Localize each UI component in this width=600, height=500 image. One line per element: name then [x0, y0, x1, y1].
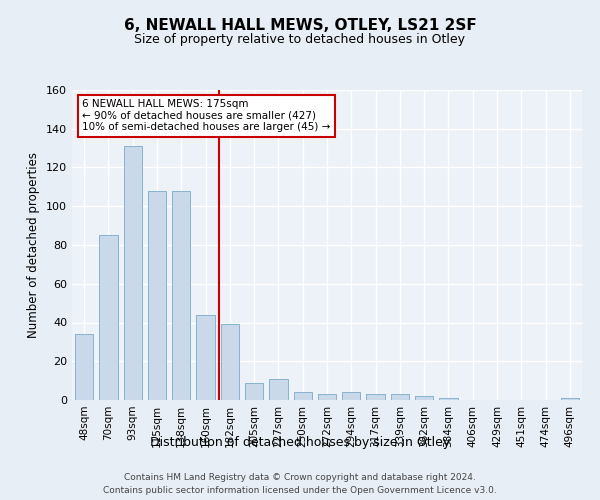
Bar: [293, 392, 312, 400]
Text: 6 NEWALL HALL MEWS: 175sqm
← 90% of detached houses are smaller (427)
10% of sem: 6 NEWALL HALL MEWS: 175sqm ← 90% of deta…: [82, 100, 331, 132]
Text: Distribution of detached houses by size in Otley: Distribution of detached houses by size …: [150, 436, 450, 449]
Bar: [391, 394, 409, 400]
Bar: [75, 334, 93, 400]
Bar: [221, 324, 239, 400]
Text: Contains HM Land Registry data © Crown copyright and database right 2024.
Contai: Contains HM Land Registry data © Crown c…: [103, 474, 497, 495]
Bar: [124, 146, 142, 400]
Bar: [100, 236, 118, 400]
Text: 6, NEWALL HALL MEWS, OTLEY, LS21 2SF: 6, NEWALL HALL MEWS, OTLEY, LS21 2SF: [124, 18, 476, 32]
Text: Size of property relative to detached houses in Otley: Size of property relative to detached ho…: [134, 32, 466, 46]
Bar: [318, 394, 336, 400]
Bar: [342, 392, 361, 400]
Bar: [269, 378, 287, 400]
Y-axis label: Number of detached properties: Number of detached properties: [28, 152, 40, 338]
Bar: [245, 382, 263, 400]
Bar: [367, 394, 385, 400]
Bar: [415, 396, 433, 400]
Bar: [172, 190, 190, 400]
Bar: [561, 398, 579, 400]
Bar: [148, 190, 166, 400]
Bar: [439, 398, 458, 400]
Bar: [196, 315, 215, 400]
